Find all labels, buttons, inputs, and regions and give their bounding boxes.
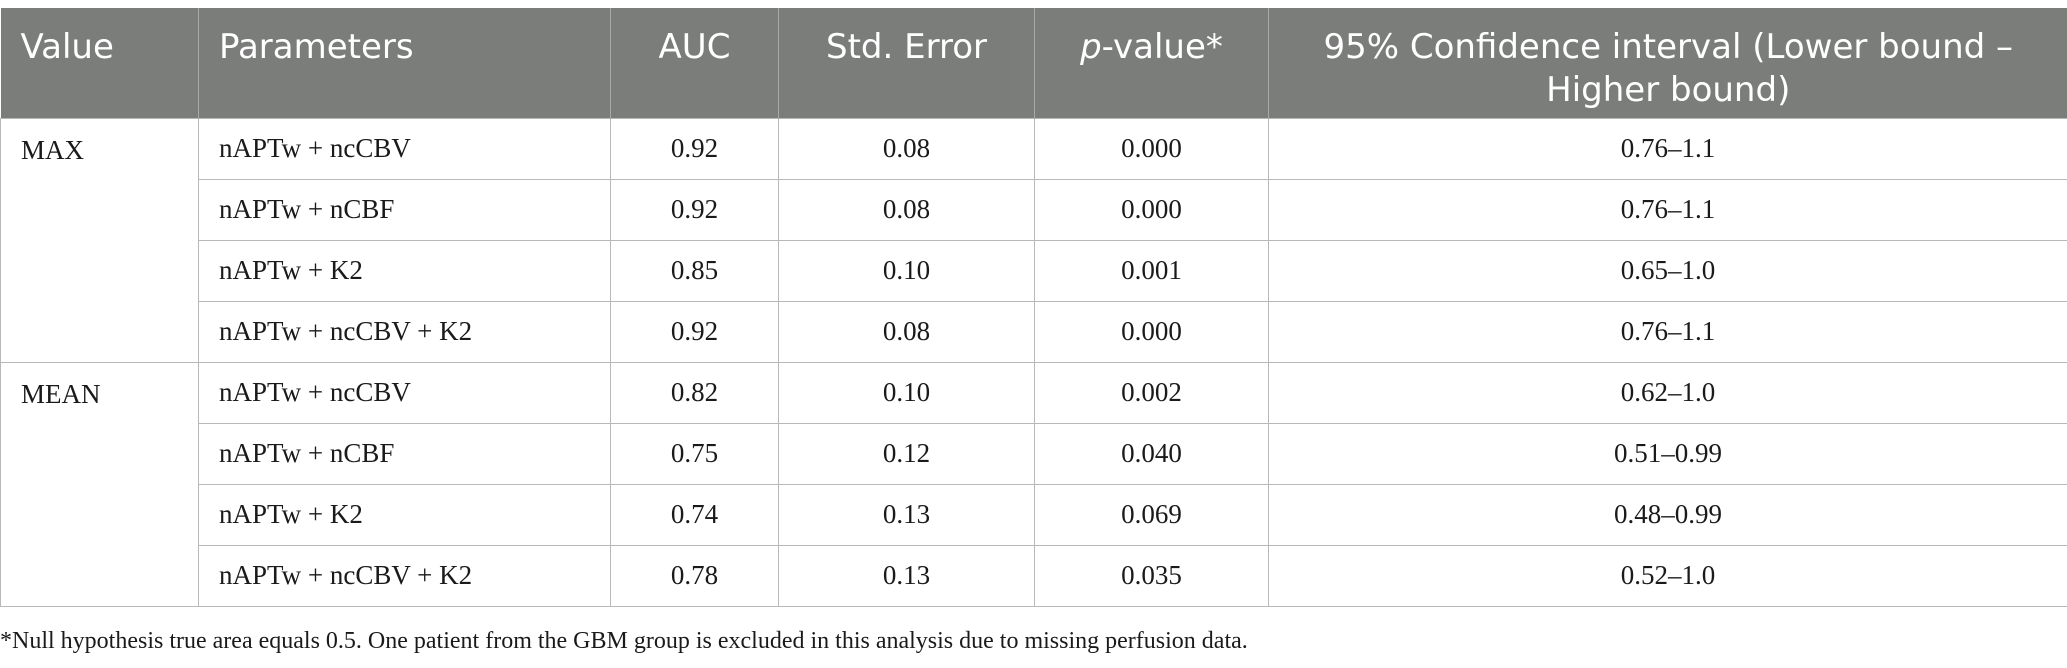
cell-ci: 0.51–0.99 <box>1268 422 2067 485</box>
cell-auc: 0.92 <box>610 300 779 363</box>
cell-p-value: 0.000 <box>1034 117 1269 180</box>
cell-std-error: 0.10 <box>778 361 1035 424</box>
table-row: MAX nAPTw + ncCBV 0.92 0.08 0.000 0.76–1… <box>0 117 2067 363</box>
cell-ci: 0.76–1.1 <box>1268 178 2067 241</box>
group-label-mean: MEAN <box>0 361 199 607</box>
cell-parameters: nAPTw + K2 <box>198 483 611 546</box>
table-row: nAPTw + nCBF 0.92 0.08 0.000 0.76–1.1 <box>1 178 2067 241</box>
cell-parameters: nAPTw + ncCBV <box>198 117 611 180</box>
cell-parameters: nAPTw + ncCBV + K2 <box>198 544 611 607</box>
cell-p-value: 0.000 <box>1034 178 1269 241</box>
header-value: Value <box>0 8 199 118</box>
cell-std-error: 0.12 <box>778 422 1035 485</box>
table-row: nAPTw + K2 0.85 0.10 0.001 0.65–1.0 <box>1 239 2067 302</box>
cell-auc: 0.82 <box>610 361 779 424</box>
table-row: nAPTw + ncCBV + K2 0.78 0.13 0.035 0.52–… <box>1 544 2067 607</box>
cell-auc: 0.85 <box>610 239 779 302</box>
cell-parameters: nAPTw + nCBF <box>198 178 611 241</box>
cell-p-value: 0.000 <box>1034 300 1269 363</box>
cell-std-error: 0.08 <box>778 178 1035 241</box>
auc-results-table: Value Parameters AUC Std. Error p-value*… <box>0 8 2067 607</box>
table-footnote: *Null hypothesis true area equals 0.5. O… <box>0 628 1248 654</box>
header-parameters: Parameters <box>198 8 611 118</box>
cell-auc: 0.75 <box>610 422 779 485</box>
table-row: nAPTw + K2 0.74 0.13 0.069 0.48–0.99 <box>1 483 2067 546</box>
cell-p-value: 0.069 <box>1034 483 1269 546</box>
cell-auc: 0.74 <box>610 483 779 546</box>
cell-ci: 0.76–1.1 <box>1268 300 2067 363</box>
results-table-wrapper: Value Parameters AUC Std. Error p-value*… <box>0 8 2067 607</box>
header-std-error: Std. Error <box>778 8 1035 118</box>
cell-parameters: nAPTw + ncCBV + K2 <box>198 300 611 363</box>
table-body: MAX nAPTw + ncCBV 0.92 0.08 0.000 0.76–1… <box>0 117 2067 607</box>
header-auc: AUC <box>610 8 779 118</box>
header-row: Value Parameters AUC Std. Error p-value*… <box>0 8 2067 118</box>
cell-parameters: nAPTw + nCBF <box>198 422 611 485</box>
header-confidence-interval: 95% Confidence interval (Lower bound – H… <box>1268 8 2067 118</box>
cell-p-value: 0.002 <box>1034 361 1269 424</box>
cell-auc: 0.92 <box>610 178 779 241</box>
cell-std-error: 0.13 <box>778 544 1035 607</box>
cell-parameters: nAPTw + ncCBV <box>198 361 611 424</box>
cell-ci: 0.65–1.0 <box>1268 239 2067 302</box>
cell-std-error: 0.08 <box>778 117 1035 180</box>
cell-auc: 0.92 <box>610 117 779 180</box>
header-p-value-italic: p <box>1080 27 1102 67</box>
cell-ci: 0.48–0.99 <box>1268 483 2067 546</box>
group-label-max: MAX <box>0 117 199 363</box>
cell-ci: 0.62–1.0 <box>1268 361 2067 424</box>
cell-p-value: 0.040 <box>1034 422 1269 485</box>
cell-ci: 0.52–1.0 <box>1268 544 2067 607</box>
cell-std-error: 0.08 <box>778 300 1035 363</box>
header-p-value: p-value* <box>1034 8 1269 118</box>
cell-ci: 0.76–1.1 <box>1268 117 2067 180</box>
header-p-value-rest: -value* <box>1101 27 1223 67</box>
cell-p-value: 0.001 <box>1034 239 1269 302</box>
cell-parameters: nAPTw + K2 <box>198 239 611 302</box>
cell-p-value: 0.035 <box>1034 544 1269 607</box>
cell-std-error: 0.10 <box>778 239 1035 302</box>
table-row: nAPTw + ncCBV + K2 0.92 0.08 0.000 0.76–… <box>1 300 2067 363</box>
table-header: Value Parameters AUC Std. Error p-value*… <box>0 8 2067 118</box>
cell-std-error: 0.13 <box>778 483 1035 546</box>
cell-auc: 0.78 <box>610 544 779 607</box>
table-row: MEAN nAPTw + ncCBV 0.82 0.10 0.002 0.62–… <box>0 361 2067 607</box>
table-row: nAPTw + nCBF 0.75 0.12 0.040 0.51–0.99 <box>1 422 2067 485</box>
